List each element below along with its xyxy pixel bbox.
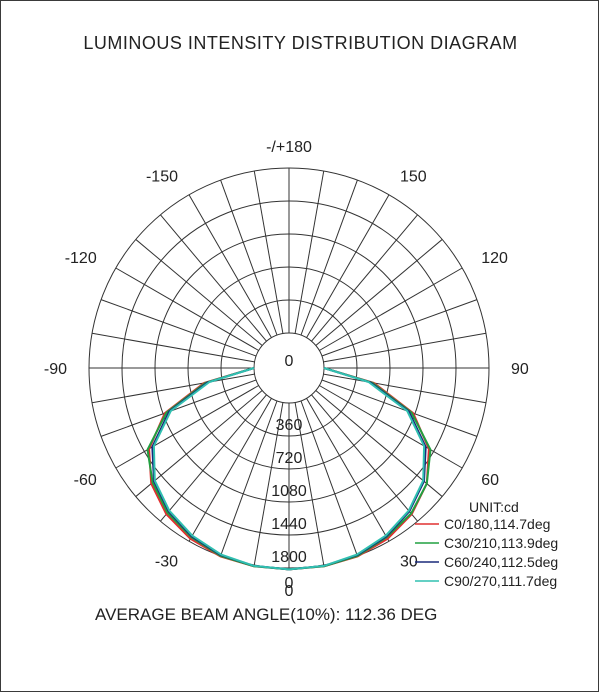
bottom-angle-label: 0: [285, 575, 294, 592]
angle-label: -30: [155, 553, 178, 570]
intensity-labels: 0 360 720 1080 1440 1800 0: [271, 353, 307, 592]
series-curve: [152, 367, 426, 571]
legend-entry: C30/210,113.9deg: [444, 535, 558, 551]
grid-spoke: [300, 400, 358, 557]
intensity-label: 1800: [271, 549, 307, 566]
angle-label: 30: [400, 553, 418, 570]
grid-spoke: [220, 179, 278, 336]
grid-spoke: [306, 398, 390, 542]
angle-label: 150: [400, 169, 427, 186]
grid-spoke: [294, 170, 325, 334]
grid-spoke: [253, 170, 284, 334]
angle-labels: -/+180 150 120 90 60 30 0 -30 -60 -90 -120 -150: [44, 139, 529, 600]
grid-spoke: [115, 385, 259, 469]
angle-label: 0: [285, 583, 294, 600]
grid-spoke: [306, 194, 390, 338]
grid-spoke: [160, 214, 267, 342]
polar-grid: [88, 167, 490, 569]
grid-spoke: [311, 394, 418, 522]
unit-label: UNIT:cd: [469, 499, 519, 515]
chart-title: LUMINOUS INTENSITY DISTRIBUTION DIAGRAM: [83, 33, 518, 53]
grid-spoke: [135, 390, 263, 497]
legend-entry: C0/180,114.7deg: [444, 516, 550, 532]
grid-spoke: [300, 179, 358, 336]
grid-spoke: [323, 373, 487, 404]
grid-spoke: [294, 402, 325, 566]
grid-spoke: [315, 239, 443, 346]
angle-label: -150: [146, 169, 178, 186]
grid-spoke: [311, 214, 418, 342]
grid-spoke: [160, 394, 267, 522]
intensity-label: 360: [276, 417, 303, 434]
grid-spoke: [220, 400, 278, 557]
grid-spoke: [115, 267, 259, 351]
grid-spoke: [100, 299, 257, 357]
grid-spoke: [135, 239, 263, 346]
curve-layer: [146, 367, 432, 571]
grid-spoke: [188, 194, 272, 338]
grid-spoke: [91, 373, 255, 404]
intensity-label: 1440: [271, 516, 307, 533]
angle-label: -90: [44, 361, 67, 378]
angle-label: -/+180: [266, 139, 312, 156]
intensity-label: 720: [276, 450, 303, 467]
grid-spoke: [315, 390, 443, 497]
angle-label: 120: [481, 250, 508, 267]
angle-label: -60: [74, 472, 97, 489]
angle-label: 60: [481, 472, 499, 489]
legend-entry: C90/270,111.7deg: [444, 573, 557, 589]
intensity-label: 0: [285, 353, 294, 370]
grid-spoke: [319, 385, 463, 469]
intensity-label: 1080: [271, 483, 307, 500]
grid-spoke: [100, 379, 257, 437]
grid-spoke: [323, 332, 487, 363]
legend-entry: C60/240,112.5deg: [444, 554, 558, 570]
grid-spoke: [321, 299, 478, 357]
grid-spoke: [319, 267, 463, 351]
grid-spoke: [253, 402, 284, 566]
grid-spoke: [91, 332, 255, 363]
grid-spoke: [321, 379, 478, 437]
angle-label: 90: [511, 361, 529, 378]
average-beam-angle: AVERAGE BEAM ANGLE(10%): 112.36 DEG: [95, 605, 438, 624]
angle-label: -120: [65, 250, 97, 267]
grid-spoke: [188, 398, 272, 542]
